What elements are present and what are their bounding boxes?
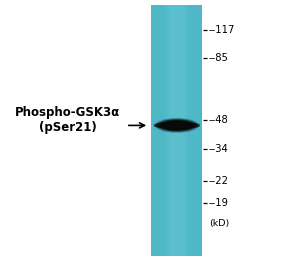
Bar	[168, 5, 186, 256]
Bar	[151, 5, 202, 256]
Text: --117: --117	[208, 25, 235, 35]
Bar	[171, 5, 183, 256]
Ellipse shape	[158, 120, 196, 131]
Ellipse shape	[157, 122, 196, 128]
Text: Phospho-GSK3α
(pSer21): Phospho-GSK3α (pSer21)	[15, 106, 121, 134]
Text: --22: --22	[208, 176, 228, 186]
Ellipse shape	[163, 123, 191, 128]
Bar	[172, 5, 181, 256]
Ellipse shape	[156, 119, 198, 132]
Ellipse shape	[163, 121, 191, 129]
Ellipse shape	[165, 122, 189, 129]
Ellipse shape	[162, 121, 192, 130]
Text: --34: --34	[208, 144, 228, 154]
Bar	[173, 5, 180, 256]
Ellipse shape	[174, 125, 180, 126]
Ellipse shape	[155, 122, 199, 129]
Ellipse shape	[157, 119, 197, 132]
Ellipse shape	[164, 122, 190, 129]
Text: --19: --19	[208, 198, 228, 208]
Ellipse shape	[160, 123, 194, 128]
Bar	[167, 5, 187, 256]
Ellipse shape	[166, 124, 188, 127]
Ellipse shape	[160, 120, 193, 130]
Ellipse shape	[159, 120, 195, 131]
Ellipse shape	[171, 125, 183, 126]
Text: --85: --85	[208, 53, 228, 63]
Ellipse shape	[168, 124, 185, 127]
Ellipse shape	[161, 121, 192, 130]
Ellipse shape	[163, 122, 190, 129]
Ellipse shape	[157, 119, 196, 131]
Text: (kD): (kD)	[209, 219, 230, 228]
Text: --48: --48	[208, 115, 228, 125]
Bar	[169, 5, 185, 256]
Bar	[165, 5, 188, 256]
Ellipse shape	[160, 120, 194, 131]
Bar	[170, 5, 184, 256]
